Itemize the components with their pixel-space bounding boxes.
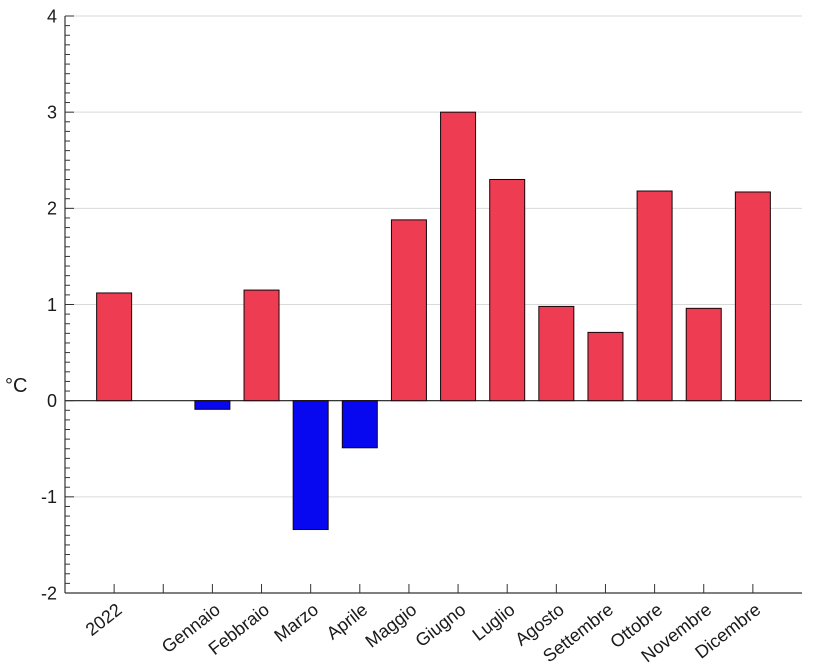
y-tick-label-2: 2 [47,199,57,219]
bar-Aprile [341,400,378,449]
bar-2022 [96,292,133,402]
y-tick-label--2: -2 [41,583,57,603]
x-tick-label-Maggio: Maggio [362,599,421,651]
y-tick-label-3: 3 [47,102,57,122]
bar-Maggio [390,219,427,402]
x-tick-label-Giugno: Giugno [411,599,469,650]
y-axis-label: °C [5,375,28,397]
x-tick-label-Luglio: Luglio [468,599,518,644]
bar-Luglio [489,178,526,402]
bar-Ottobre [636,190,673,402]
bar-Giugno [440,111,477,402]
bar-Agosto [538,305,575,402]
y-tick-label-4: 4 [47,6,57,26]
y-tick-label-0: 0 [47,391,57,411]
y-tick-label-1: 1 [47,295,57,315]
bar-Dicembre [734,191,771,402]
y-tick-label--1: -1 [41,487,57,507]
bar-Gennaio [194,400,231,410]
bar-Settembre [587,331,624,402]
bar-Marzo [292,400,329,531]
bar-Febbraio [243,289,280,402]
bar-Novembre [685,307,722,402]
x-tick-label-Marzo: Marzo [270,599,322,646]
x-tick-label-2022: 2022 [82,599,126,639]
